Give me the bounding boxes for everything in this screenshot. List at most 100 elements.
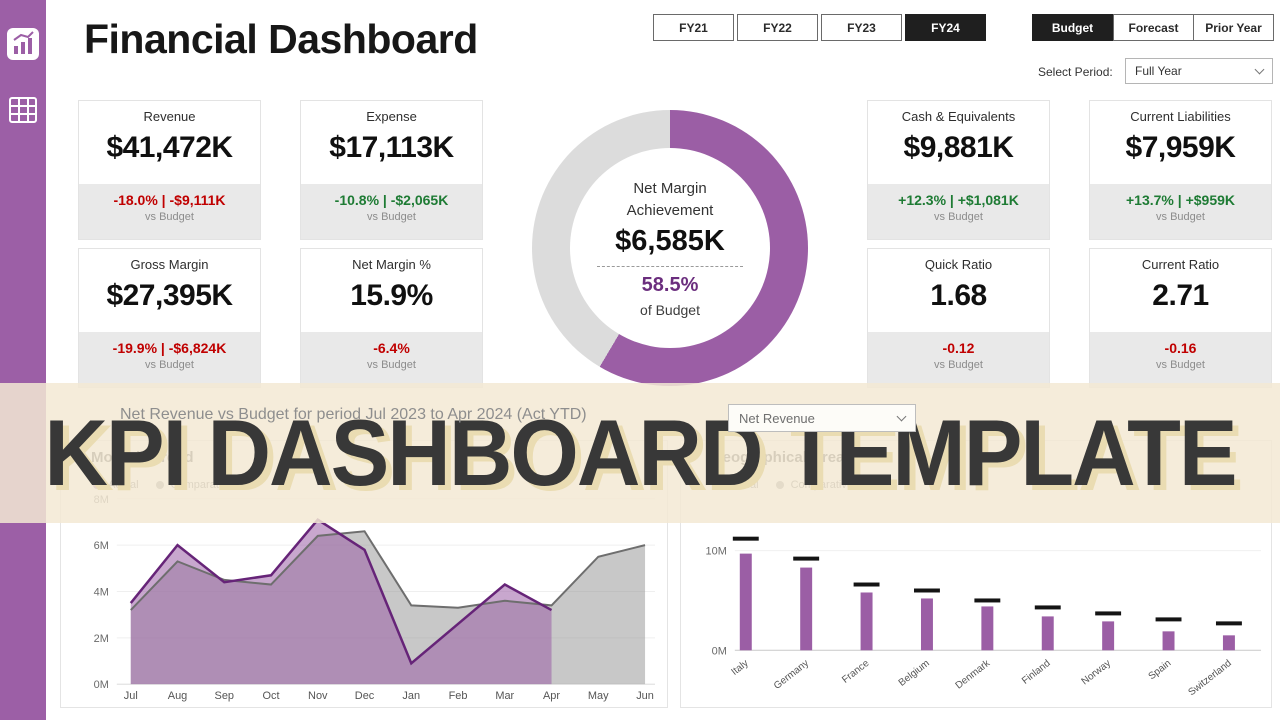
kpi-delta: +13.7% | +$959K	[1126, 192, 1235, 208]
kpi-value: $27,395K	[106, 279, 233, 312]
kpi-value: 2.71	[1152, 279, 1209, 312]
dashboard-chart-icon[interactable]	[6, 26, 40, 62]
svg-text:4M: 4M	[94, 586, 109, 598]
kpi-title: Current Liabilities	[1130, 109, 1231, 124]
kpi-value: $7,959K	[1125, 131, 1236, 164]
tab-fy23[interactable]: FY23	[821, 14, 902, 41]
chart-icon-svg	[7, 28, 39, 60]
svg-text:Jul: Jul	[124, 690, 138, 702]
kpi-delta: -19.9% | -$6,824K	[112, 340, 227, 356]
kpi-card-net-margin-pct: Net Margin % 15.9% -6.4% vs Budget	[300, 248, 483, 388]
kpi-footer: +13.7% | +$959K vs Budget	[1090, 184, 1271, 239]
kpi-sub-label: vs Budget	[1156, 359, 1205, 371]
donut-percent: 58.5%	[641, 274, 699, 297]
geo-breakdown-chart: 0M 10M Italy Germany France Belgium Denmark Fin…	[706, 536, 1262, 698]
page-title: Financial Dashboard	[84, 16, 478, 62]
svg-text:2M: 2M	[94, 633, 109, 645]
measure-dropdown[interactable]: Net Revenue	[728, 404, 916, 432]
kpi-footer: -18.0% | -$9,111K vs Budget	[79, 184, 260, 239]
donut-value: $6,585K	[615, 225, 725, 258]
net-margin-donut: Net Margin Achievement $6,585K 58.5% of …	[532, 110, 808, 386]
kpi-sub-label: vs Budget	[367, 359, 416, 371]
mid-chart-title: Net Revenue vs Budget for period Jul 202…	[120, 406, 587, 423]
overlay-banner: KPI DASHBOARD TEMPLATE	[0, 383, 1280, 523]
kpi-card-quick-ratio: Quick Ratio 1.68 -0.12 vs Budget	[867, 248, 1050, 388]
kpi-footer: +12.3% | +$1,081K vs Budget	[868, 184, 1049, 239]
monthly-trend-chart: 0M2M4M6M8MJulAugSepOctNovDecJanFebMarApr…	[94, 494, 656, 702]
kpi-delta: -6.4%	[373, 340, 410, 356]
svg-text:0M: 0M	[712, 645, 727, 657]
kpi-delta: -0.16	[1164, 340, 1197, 356]
kpi-sub-label: vs Budget	[145, 211, 194, 223]
svg-text:Aug: Aug	[168, 690, 188, 702]
kpi-value: $9,881K	[903, 131, 1014, 164]
tab-fy24[interactable]: FY24	[905, 14, 986, 41]
tab-budget[interactable]: Budget	[1032, 14, 1113, 41]
svg-text:Jan: Jan	[402, 690, 420, 702]
kpi-sub-label: vs Budget	[367, 211, 416, 223]
svg-text:6M: 6M	[94, 540, 109, 552]
tab-forecast[interactable]: Forecast	[1113, 14, 1194, 41]
donut-sub-label: of Budget	[640, 302, 700, 319]
kpi-footer: -6.4% vs Budget	[301, 332, 482, 387]
donut-label: Net Margin Achievement	[626, 179, 714, 219]
period-dropdown-value: Full Year	[1135, 64, 1182, 78]
svg-text:Dec: Dec	[355, 690, 375, 702]
kpi-title: Current Ratio	[1141, 257, 1220, 272]
svg-text:Germany: Germany	[772, 658, 811, 692]
svg-text:Feb: Feb	[449, 690, 468, 702]
kpi-delta: +12.3% | +$1,081K	[898, 192, 1019, 208]
kpi-card-current-liabilities: Current Liabilities $7,959K +13.7% | +$9…	[1089, 100, 1272, 240]
kpi-value: 1.68	[930, 279, 987, 312]
svg-text:Denmark: Denmark	[954, 658, 993, 692]
table-icon-svg	[9, 97, 37, 123]
svg-text:Finland: Finland	[1020, 658, 1053, 687]
kpi-footer: -10.8% | -$2,065K vs Budget	[301, 184, 482, 239]
donut-center: Net Margin Achievement $6,585K 58.5% of …	[570, 148, 770, 348]
svg-text:France: France	[840, 658, 872, 686]
kpi-title: Cash & Equivalents	[901, 109, 1016, 124]
kpi-delta: -10.8% | -$2,065K	[334, 192, 449, 208]
kpi-sub-label: vs Budget	[145, 359, 194, 371]
kpi-card-cash: Cash & Equivalents $9,881K +12.3% | +$1,…	[867, 100, 1050, 240]
svg-text:May: May	[588, 690, 609, 702]
kpi-footer: -0.12 vs Budget	[868, 332, 1049, 387]
kpi-delta: -18.0% | -$9,111K	[113, 192, 226, 208]
svg-text:Apr: Apr	[543, 690, 560, 702]
kpi-title: Gross Margin	[130, 257, 209, 272]
kpi-footer: -0.16 vs Budget	[1090, 332, 1271, 387]
donut-divider	[597, 266, 743, 268]
tab-fy22[interactable]: FY22	[737, 14, 818, 41]
kpi-title: Net Margin %	[352, 257, 431, 272]
kpi-title: Revenue	[143, 109, 196, 124]
svg-text:Sep: Sep	[215, 690, 235, 702]
kpi-card-expense: Expense $17,113K -10.8% | -$2,065K vs Bu…	[300, 100, 483, 240]
kpi-footer: -19.9% | -$6,824K vs Budget	[79, 332, 260, 387]
kpi-sub-label: vs Budget	[934, 211, 983, 223]
measure-dropdown-value: Net Revenue	[739, 410, 815, 426]
data-table-icon[interactable]	[6, 92, 40, 128]
svg-text:Switzerland: Switzerland	[1186, 658, 1233, 698]
svg-text:10M: 10M	[706, 546, 727, 558]
kpi-card-revenue: Revenue $41,472K -18.0% | -$9,111K vs Bu…	[78, 100, 261, 240]
svg-text:Mar: Mar	[495, 690, 514, 702]
kpi-title: Expense	[366, 109, 417, 124]
svg-text:Nov: Nov	[308, 690, 328, 702]
svg-text:Jun: Jun	[636, 690, 654, 702]
chevron-down-icon	[1254, 64, 1265, 75]
svg-text:Oct: Oct	[262, 690, 279, 702]
period-dropdown[interactable]: Full Year	[1125, 58, 1273, 84]
chevron-down-icon	[896, 411, 907, 422]
kpi-card-current-ratio: Current Ratio 2.71 -0.16 vs Budget	[1089, 248, 1272, 388]
kpi-value: $17,113K	[329, 131, 454, 164]
tab-prior-year[interactable]: Prior Year	[1193, 14, 1274, 41]
kpi-sub-label: vs Budget	[1156, 211, 1205, 223]
overlay-banner-text: KPI DASHBOARD TEMPLATE	[44, 400, 1237, 505]
svg-text:0M: 0M	[94, 679, 109, 691]
svg-text:Norway: Norway	[1080, 658, 1113, 687]
kpi-title: Quick Ratio	[924, 257, 993, 272]
tab-fy21[interactable]: FY21	[653, 14, 734, 41]
svg-text:Spain: Spain	[1147, 658, 1174, 682]
sidebar	[0, 0, 46, 720]
